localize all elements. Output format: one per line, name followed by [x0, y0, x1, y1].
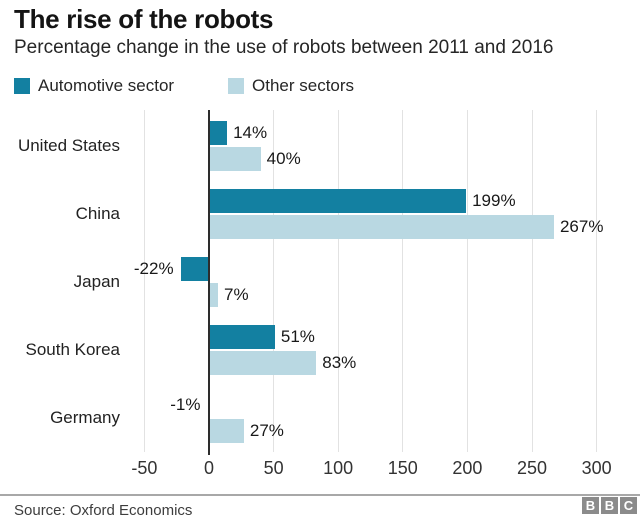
x-tick-100: 100: [323, 458, 354, 478]
legend-swatch-other-sectors: [228, 78, 244, 94]
value-label-other-sectors-south-korea: 83%: [322, 353, 357, 372]
bbc-logo-block-b: B: [601, 497, 618, 514]
bbc-logo-block-c: C: [620, 497, 637, 514]
bar-other-sectors-japan: [209, 283, 219, 307]
value-label-automotive-sector-south-korea: 51%: [280, 327, 315, 346]
category-label-germany: Germany: [50, 408, 120, 427]
category-label-south-korea: South Korea: [25, 340, 120, 359]
x-tick-250: 250: [516, 458, 548, 478]
gridline-150: [402, 110, 404, 452]
gridline-250: [531, 110, 533, 452]
gridline-200: [466, 110, 468, 452]
value-label-other-sectors-germany: 27%: [249, 421, 284, 440]
chart-title: The rise of the robots: [14, 4, 274, 34]
legend-label: Other sectors: [252, 76, 355, 95]
x-tick-50: 50: [263, 458, 284, 478]
value-label-other-sectors-china: 267%: [559, 217, 604, 236]
gridline-300: [596, 110, 598, 452]
x-tick-200: 200: [452, 458, 483, 478]
value-label-automotive-sector-united-states: 14%: [233, 123, 268, 142]
legend-swatch-automotive-sector: [14, 78, 30, 94]
category-label-china: China: [75, 204, 120, 223]
bar-other-sectors-south-korea: [209, 351, 317, 375]
bar-automotive-sector-japan: [180, 257, 209, 281]
x-tick-0: 0: [203, 458, 215, 478]
gridline-100: [337, 110, 339, 452]
value-label-automotive-sector-china: 199%: [472, 191, 516, 210]
gridline--50: [143, 110, 145, 452]
value-label-other-sectors-japan: 7%: [224, 285, 249, 304]
bar-other-sectors-germany: [209, 419, 244, 443]
chart-subtitle: Percentage change in the use of robots b…: [14, 37, 554, 58]
zero-axis-line: [208, 110, 210, 455]
x-tick--50: -50: [131, 458, 158, 478]
legend-item-automotive-sector: Automotive sector: [14, 76, 175, 95]
category-label-united-states: United States: [17, 136, 120, 155]
bar-other-sectors-china: [209, 215, 554, 239]
x-tick-300: 300: [581, 458, 612, 478]
value-label-automotive-sector-germany: -1%: [170, 395, 201, 414]
category-label-japan: Japan: [73, 272, 120, 291]
source-text: Source: Oxford Economics: [14, 502, 193, 519]
bar-other-sectors-united-states: [209, 147, 261, 171]
gridline-50: [273, 110, 275, 452]
plot-area: United States China Japan South Korea German…: [0, 110, 640, 478]
x-tick-150: 150: [387, 458, 418, 478]
bar-automotive-sector-united-states: [209, 121, 228, 145]
footer-divider: [0, 494, 640, 496]
legend-item-other-sectors: Other sectors: [228, 76, 355, 95]
value-label-other-sectors-united-states: 40%: [266, 149, 301, 168]
bar-automotive-sector-china: [209, 189, 467, 213]
bar-automotive-sector-south-korea: [209, 325, 275, 349]
legend-label: Automotive sector: [38, 76, 175, 95]
value-label-automotive-sector-japan: -22%: [133, 259, 174, 278]
bbc-logo-block-b: B: [582, 497, 599, 514]
